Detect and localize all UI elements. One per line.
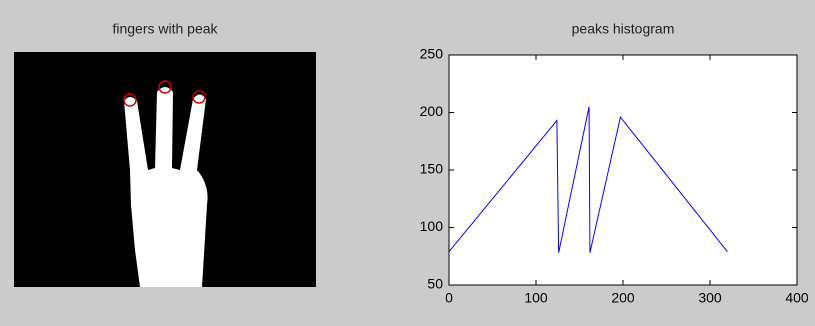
y-tick-label: 50	[427, 276, 443, 292]
y-tick-label: 250	[420, 46, 444, 62]
x-tick-label: 100	[524, 290, 548, 306]
figure: fingers with peak peaks histogram 50 100 1…	[0, 0, 815, 326]
hand-image	[14, 52, 316, 287]
y-tick-label: 150	[420, 161, 444, 177]
plot-area	[449, 55, 797, 285]
x-tick-label: 300	[698, 290, 722, 306]
x-tick-label: 200	[611, 290, 635, 306]
y-tick-label: 100	[420, 218, 444, 234]
y-tick-label: 200	[420, 103, 444, 119]
chart-title: peaks histogram	[572, 21, 675, 37]
x-tick-label: 400	[785, 290, 809, 306]
x-tick-label: 0	[445, 290, 453, 306]
hand-silhouette	[124, 87, 208, 287]
image-title: fingers with peak	[112, 21, 218, 37]
page: fingers with peak peaks histogram 50 100 1…	[0, 0, 815, 326]
